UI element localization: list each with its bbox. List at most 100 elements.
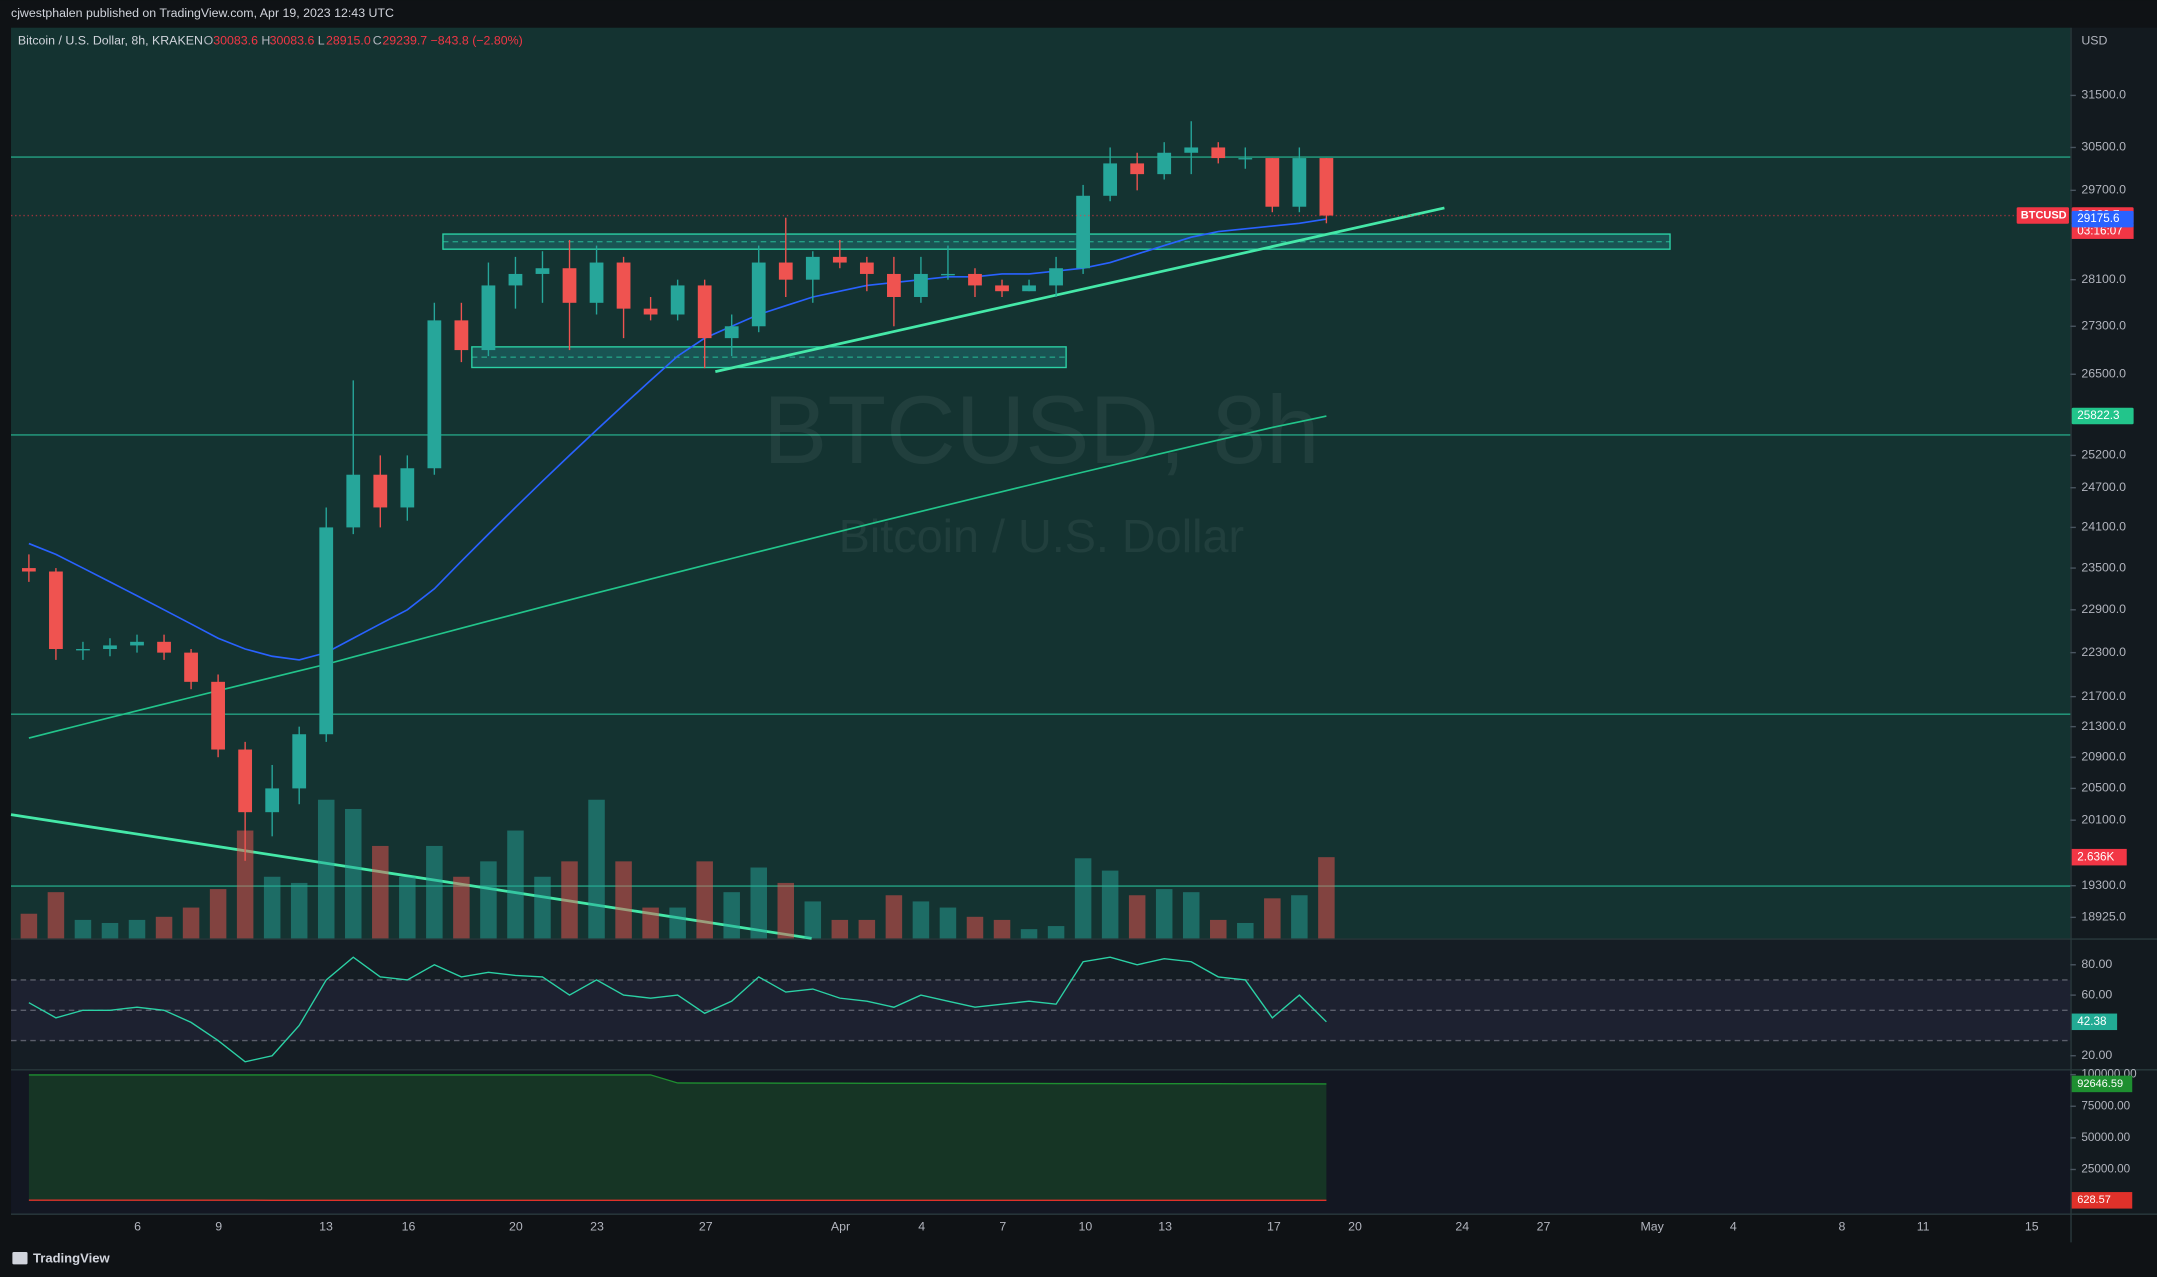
legend-key: O (204, 34, 214, 48)
ma-value: 25822.3 (2077, 409, 2119, 422)
volume-bar (182, 907, 200, 939)
candle-body (1022, 285, 1036, 292)
candle-body (130, 641, 144, 646)
candle-body (616, 262, 631, 309)
x-tick-label: 10 (1078, 1220, 1092, 1234)
x-tick-label: 13 (319, 1220, 333, 1234)
volume-bar (236, 830, 254, 939)
rsi-tag-box (2071, 1013, 2118, 1031)
y-tick-label: 29700.0 (2081, 183, 2126, 197)
y-tick-label: 21700.0 (2081, 689, 2126, 703)
candle-body (995, 285, 1009, 292)
volume-bar (128, 919, 146, 939)
candle-body (643, 308, 658, 315)
volume-bar (209, 889, 227, 939)
volume-bar (939, 907, 957, 939)
x-tick-label: Apr (831, 1220, 850, 1234)
x-tick-label: 4 (918, 1220, 925, 1234)
legend-value: 30083.6 (213, 34, 258, 48)
volume-bar (642, 907, 659, 939)
watermark-subtitle: Bitcoin / U.S. Dollar (839, 510, 1244, 562)
candle-body (1238, 158, 1253, 160)
marks: 31500.0 30500.0 29700.0 28100.0 27300.0 26500… (11, 88, 2137, 1234)
volume-bar (669, 907, 686, 939)
moving-average (28, 415, 1327, 739)
candle-body (265, 788, 280, 813)
candle-body (1265, 158, 1280, 207)
volume-bar (831, 919, 849, 939)
candle-body (184, 652, 198, 682)
y-tick-label: 60.00 (2081, 987, 2112, 1001)
candle-body (724, 326, 739, 339)
candle-body (1184, 147, 1199, 153)
series-tag: 92646.59 (2077, 1078, 2123, 1090)
moving-average (28, 218, 1327, 661)
candle-body (292, 734, 307, 789)
volume-bar (1237, 922, 1254, 939)
candle-body (562, 268, 577, 303)
brand-logo (12, 1252, 28, 1265)
candle-body (859, 262, 874, 274)
legend-value: 29239.7 (382, 34, 427, 48)
legend-key: C (373, 34, 382, 48)
candle-body (805, 256, 820, 280)
y-tick-label: 24700.0 (2081, 480, 2126, 494)
y-tick-label: 18925.0 (2081, 910, 2126, 924)
volume-bar (453, 876, 470, 939)
x-tick-label: 8 (1839, 1220, 1846, 1234)
volume-bar (290, 882, 308, 939)
candle-body (697, 285, 712, 339)
countdown-box (2071, 223, 2134, 239)
candle-body (670, 285, 685, 315)
volume-bar (750, 867, 767, 939)
volume-bar (885, 895, 903, 939)
volume-bar (1155, 889, 1173, 939)
currency: USD (2081, 34, 2107, 48)
series-tag-box (2071, 1192, 2133, 1209)
volume-bar (155, 916, 173, 939)
candle-body (1130, 163, 1145, 175)
volume-tag-box (2071, 848, 2127, 866)
drawings (10, 156, 2071, 940)
y-tick-label: 26500.0 (2081, 367, 2126, 381)
volume-bar (1020, 929, 1038, 939)
candle-body (508, 273, 523, 286)
y-tick-label: 20500.0 (2081, 781, 2126, 795)
candle-body (1319, 158, 1334, 216)
candle-body (968, 273, 982, 286)
volume-bar (1264, 898, 1281, 939)
candle-body (157, 641, 171, 653)
volume-bar (1210, 919, 1227, 939)
countdown: 03:16:07 (2077, 224, 2123, 237)
y-tick-label: 20900.0 (2081, 749, 2126, 763)
y-tick-label: 23500.0 (2081, 560, 2126, 574)
volume-bar (47, 892, 65, 939)
candle-body (887, 273, 901, 297)
volume-bar (993, 919, 1011, 939)
symbol: Bitcoin / U.S. Dollar, 8h, KRAKEN (18, 34, 203, 48)
y-tick-label: 25200.0 (2081, 448, 2126, 462)
series-tag: 628.57 (2077, 1194, 2111, 1206)
x-tick-label: 9 (215, 1220, 222, 1234)
watermark-title: BTCUSD, 8h (763, 377, 1319, 484)
x-tick-label: 27 (1537, 1220, 1551, 1234)
y-tick-label: 21300.0 (2081, 719, 2126, 733)
candle-body (941, 273, 955, 276)
symbol-box (2016, 207, 2069, 224)
candle-body (373, 474, 388, 508)
x-tick-label: May (1640, 1220, 1664, 1234)
legend-key: H (261, 34, 270, 48)
volume-bar (858, 919, 876, 939)
y-tick-label: 31500.0 (2081, 88, 2126, 102)
x-tick-label: 13 (1158, 1220, 1172, 1234)
brand: TradingView (33, 1250, 110, 1265)
x-tick-label: 11 (1917, 1220, 1930, 1234)
y-tick-label: 25000.00 (2081, 1163, 2130, 1176)
candle-body (238, 749, 253, 813)
y-tick-label: 22300.0 (2081, 645, 2126, 659)
lower-pane (11, 1070, 2071, 1214)
legend: Bitcoin / U.S. Dollar, 8h, KRAKEN O 3008… (18, 34, 523, 48)
volume-bar (912, 901, 930, 939)
candle-body (481, 285, 496, 351)
